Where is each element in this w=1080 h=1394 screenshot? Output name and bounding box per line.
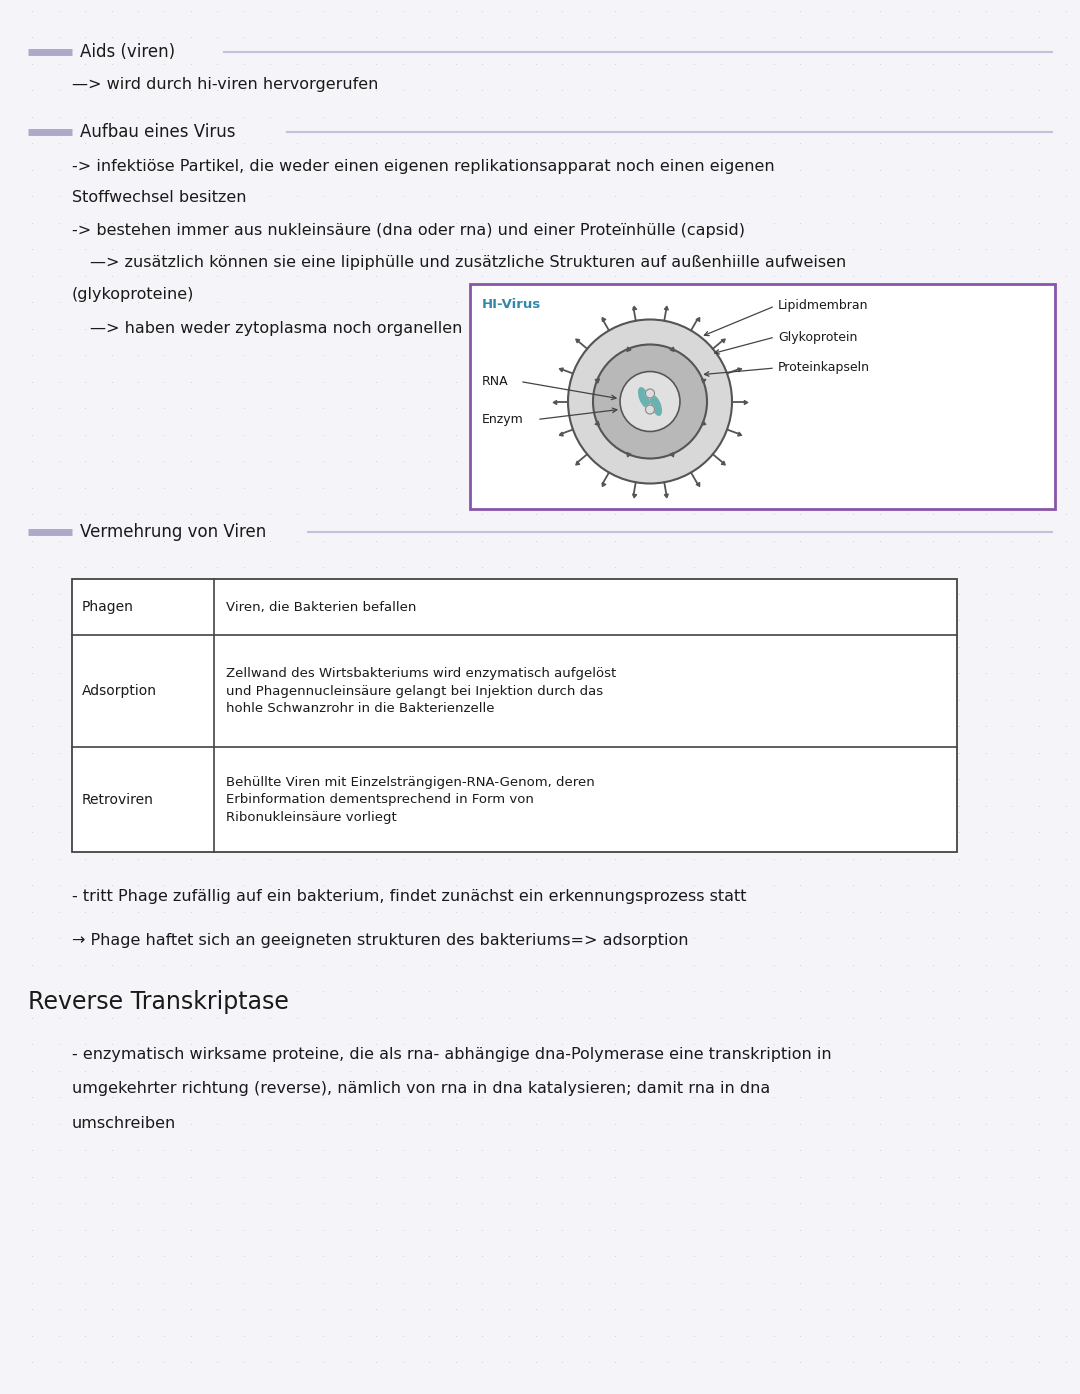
- Text: Retroviren: Retroviren: [82, 793, 153, 807]
- Text: Glykoprotein: Glykoprotein: [778, 330, 858, 343]
- Text: HI-Virus: HI-Virus: [482, 297, 541, 311]
- Point: [589, 368, 606, 390]
- Point: [625, 297, 643, 319]
- Point: [594, 308, 611, 330]
- Text: umschreiben: umschreiben: [72, 1117, 176, 1132]
- Text: → Phage haftet sich an geeigneten strukturen des bakteriums=> adsorption: → Phage haftet sich an geeigneten strukt…: [72, 933, 689, 948]
- Circle shape: [646, 389, 654, 399]
- Text: - enzymatisch wirksame proteine, die als rna- abhängige dna-Polymerase eine tran: - enzymatisch wirksame proteine, die als…: [72, 1047, 832, 1061]
- Text: umgekehrter richtung (reverse), nämlich von rna in dna katalysieren; damit rna i: umgekehrter richtung (reverse), nämlich …: [72, 1082, 770, 1097]
- Circle shape: [620, 371, 680, 432]
- Point: [546, 390, 564, 413]
- Point: [689, 473, 706, 495]
- Point: [714, 452, 731, 474]
- Bar: [72, 579, 957, 852]
- Text: Enzym: Enzym: [482, 413, 524, 427]
- Point: [694, 368, 712, 390]
- Point: [589, 413, 606, 435]
- Point: [552, 422, 569, 445]
- Circle shape: [646, 406, 654, 414]
- Text: Reverse Transkriptase: Reverse Transkriptase: [28, 990, 288, 1013]
- Point: [663, 337, 680, 360]
- Point: [663, 443, 680, 466]
- Point: [625, 484, 643, 506]
- Text: Aufbau eines Virus: Aufbau eines Virus: [80, 123, 235, 141]
- Point: [658, 297, 675, 319]
- Ellipse shape: [638, 388, 650, 408]
- Point: [594, 473, 611, 495]
- Text: —> wird durch hi-viren hervorgerufen: —> wird durch hi-viren hervorgerufen: [72, 77, 378, 92]
- Bar: [470, 284, 1055, 509]
- Point: [620, 337, 637, 360]
- Point: [731, 422, 748, 445]
- Text: Vermehrung von Viren: Vermehrung von Viren: [80, 523, 267, 541]
- Text: Aids (viren): Aids (viren): [80, 43, 175, 61]
- Text: Proteinkapseln: Proteinkapseln: [778, 361, 870, 375]
- Text: Phagen: Phagen: [82, 599, 134, 613]
- Point: [737, 390, 754, 413]
- Point: [568, 452, 585, 474]
- Point: [731, 358, 748, 381]
- Circle shape: [593, 344, 707, 459]
- Text: RNA: RNA: [482, 375, 509, 388]
- Text: Lipidmembran: Lipidmembran: [778, 300, 868, 312]
- Point: [694, 413, 712, 435]
- Point: [689, 308, 706, 330]
- Text: Adsorption: Adsorption: [82, 684, 157, 698]
- Text: Stoffwechsel besitzen: Stoffwechsel besitzen: [72, 191, 246, 205]
- Text: -> bestehen immer aus nukleinsäure (dna oder rna) und einer Proteïnhülle (capsid: -> bestehen immer aus nukleinsäure (dna …: [72, 223, 745, 237]
- Text: —> haben weder zytoplasma noch organellen: —> haben weder zytoplasma noch organelle…: [90, 322, 462, 336]
- Point: [658, 484, 675, 506]
- Text: - tritt Phage zufällig auf ein bakterium, findet zunächst ein erkennungsprozess : - tritt Phage zufällig auf ein bakterium…: [72, 889, 746, 905]
- Text: Zellwand des Wirtsbakteriums wird enzymatisch aufgelöst
und Phagennucleinsäure g: Zellwand des Wirtsbakteriums wird enzyma…: [226, 666, 617, 715]
- Point: [552, 358, 569, 381]
- Text: Behüllte Viren mit Einzelsträngigen-RNA-Genom, deren
Erbinformation dementsprech: Behüllte Viren mit Einzelsträngigen-RNA-…: [226, 775, 595, 824]
- Text: —> zusätzlich können sie eine lipiphülle und zusätzliche Strukturen auf außenhii: —> zusätzlich können sie eine lipiphülle…: [90, 255, 847, 269]
- Text: Viren, die Bakterien befallen: Viren, die Bakterien befallen: [226, 601, 417, 613]
- Point: [714, 329, 731, 351]
- Text: (glykoproteine): (glykoproteine): [72, 287, 194, 301]
- Ellipse shape: [650, 395, 662, 415]
- Circle shape: [568, 319, 732, 484]
- Text: -> infektiöse Partikel, die weder einen eigenen replikationsapparat noch einen e: -> infektiöse Partikel, die weder einen …: [72, 159, 774, 173]
- Point: [568, 329, 585, 351]
- Point: [620, 443, 637, 466]
